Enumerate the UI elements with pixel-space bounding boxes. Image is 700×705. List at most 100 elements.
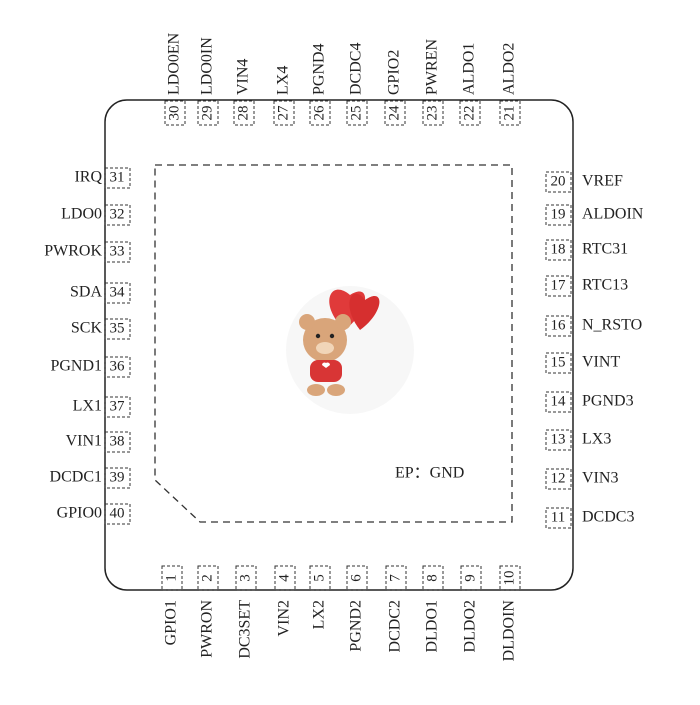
pin-pad [499, 100, 521, 126]
pin-number: 4 [276, 574, 292, 582]
pin-number: 9 [462, 574, 478, 582]
pin-label: PWROK [44, 243, 102, 260]
pin-label: DLDO1 [424, 600, 441, 652]
pin-pad [104, 467, 131, 489]
pin-pad [104, 282, 131, 304]
pin-pad [545, 507, 572, 529]
pins: 30 LDO0EN 29 LDO0IN 28 VIN4 27 LX4 2 6 PGND4 25 DCDC… [44, 32, 644, 661]
pin-pad [309, 565, 331, 591]
pin-pad [164, 100, 186, 126]
pin-number: 20 [551, 173, 566, 189]
pin-number: 19 [551, 206, 566, 222]
pin-number: 39 [110, 469, 125, 485]
pin-number: 36 [110, 358, 126, 374]
pin-number: 37 [110, 398, 126, 414]
pin-label: VIN4 [235, 59, 252, 95]
pin-pad [104, 396, 131, 418]
pin-pad [104, 204, 131, 226]
exposed-pad-outline [154, 164, 513, 523]
pin-number: 18 [551, 241, 566, 257]
pin-label: GPIO2 [386, 50, 403, 95]
pin-label: DCDC3 [582, 509, 634, 526]
pin-number: 16 [551, 317, 567, 333]
pin-pad [545, 468, 572, 490]
pin-label: GPIO1 [163, 600, 180, 645]
pin-pad [385, 565, 407, 591]
exposed-pad-label: EP：GND [395, 465, 464, 482]
pin-label: DLDOIN [501, 600, 518, 662]
pin-number: 34 [110, 284, 126, 300]
pin-pad [545, 275, 572, 297]
pin-label: SDA [70, 284, 102, 301]
pin-number: 21 [501, 106, 517, 121]
pin-label: ALDOIN [582, 206, 644, 223]
pin-number: 1 [163, 574, 179, 582]
pin-number: 12 [551, 470, 566, 486]
pin-number: 23 [424, 106, 440, 121]
pin-number: 14 [551, 393, 567, 409]
pin-label: PGND3 [582, 393, 634, 410]
pin-pad [545, 204, 572, 226]
bear-illustration [286, 286, 414, 414]
pin-label: LX4 [275, 66, 292, 95]
pin-pad [422, 565, 444, 591]
pin-number: 25 [348, 106, 364, 121]
pin-pad [545, 352, 572, 374]
pin-number: 3 [237, 574, 253, 582]
pin-label: DLDO2 [462, 600, 479, 652]
pin-number: 28 [235, 106, 251, 121]
pin-label: LDO0 [61, 206, 102, 223]
pin-pad [161, 565, 183, 591]
pin-label: ALDO2 [501, 43, 518, 95]
pin-number: 30 [166, 106, 182, 121]
pin-pad [235, 565, 257, 591]
pin-pad [104, 241, 131, 263]
pin-pad [197, 100, 219, 126]
pin-label: PGND4 [311, 43, 328, 95]
pin-number: 5 [311, 574, 327, 582]
pin-label: LDO0EN [166, 32, 183, 95]
pin-label: PWREN [424, 39, 441, 95]
pin-number: 15 [551, 354, 566, 370]
pin-pad [346, 565, 368, 591]
pin-number: 32 [110, 206, 125, 222]
pin-number: 2 [199, 574, 215, 582]
pin-number: 7 [387, 574, 403, 582]
pin-label: VINT [582, 354, 620, 371]
pin-pad [545, 315, 572, 337]
pin-label: LX2 [311, 600, 328, 629]
pin-pad [104, 167, 131, 189]
pin-number: 33 [110, 243, 125, 259]
pin-number: 29 [199, 106, 215, 121]
pin-number: 10 [501, 571, 517, 586]
pin-pad [545, 391, 572, 413]
pin-pad [384, 100, 406, 126]
pin-label: IRQ [74, 169, 102, 186]
pin-label: RTC13 [582, 277, 628, 294]
pin-label: DCDC1 [50, 469, 102, 486]
pin-label: VIN1 [66, 433, 102, 450]
pin-label: GPIO0 [57, 505, 102, 522]
pin-number: 8 [424, 574, 440, 582]
pin-pad [459, 100, 481, 126]
pin-label: PWRON [199, 600, 216, 658]
pin-pad [104, 503, 131, 525]
pin-label: DC3SET [237, 600, 254, 659]
pin-label: LX3 [582, 431, 611, 448]
pin-label: DCDC2 [387, 600, 404, 652]
pin-pad [346, 100, 368, 126]
pin-label: PGND2 [348, 600, 365, 652]
pin-label: DCDC4 [348, 43, 365, 95]
pin-number: 27 [275, 105, 291, 121]
pin-number: 40 [110, 505, 125, 521]
pin-pad [422, 100, 444, 126]
pin-number: 24 [386, 105, 402, 121]
pin-number: 6 [348, 574, 364, 582]
pin-number: 35 [110, 320, 125, 336]
pin-pad [104, 356, 131, 378]
pin-pad [545, 171, 572, 193]
pin-label: LDO0IN [199, 37, 216, 95]
pin-label: N_RSTO [582, 317, 642, 334]
pin-pad [274, 565, 296, 591]
